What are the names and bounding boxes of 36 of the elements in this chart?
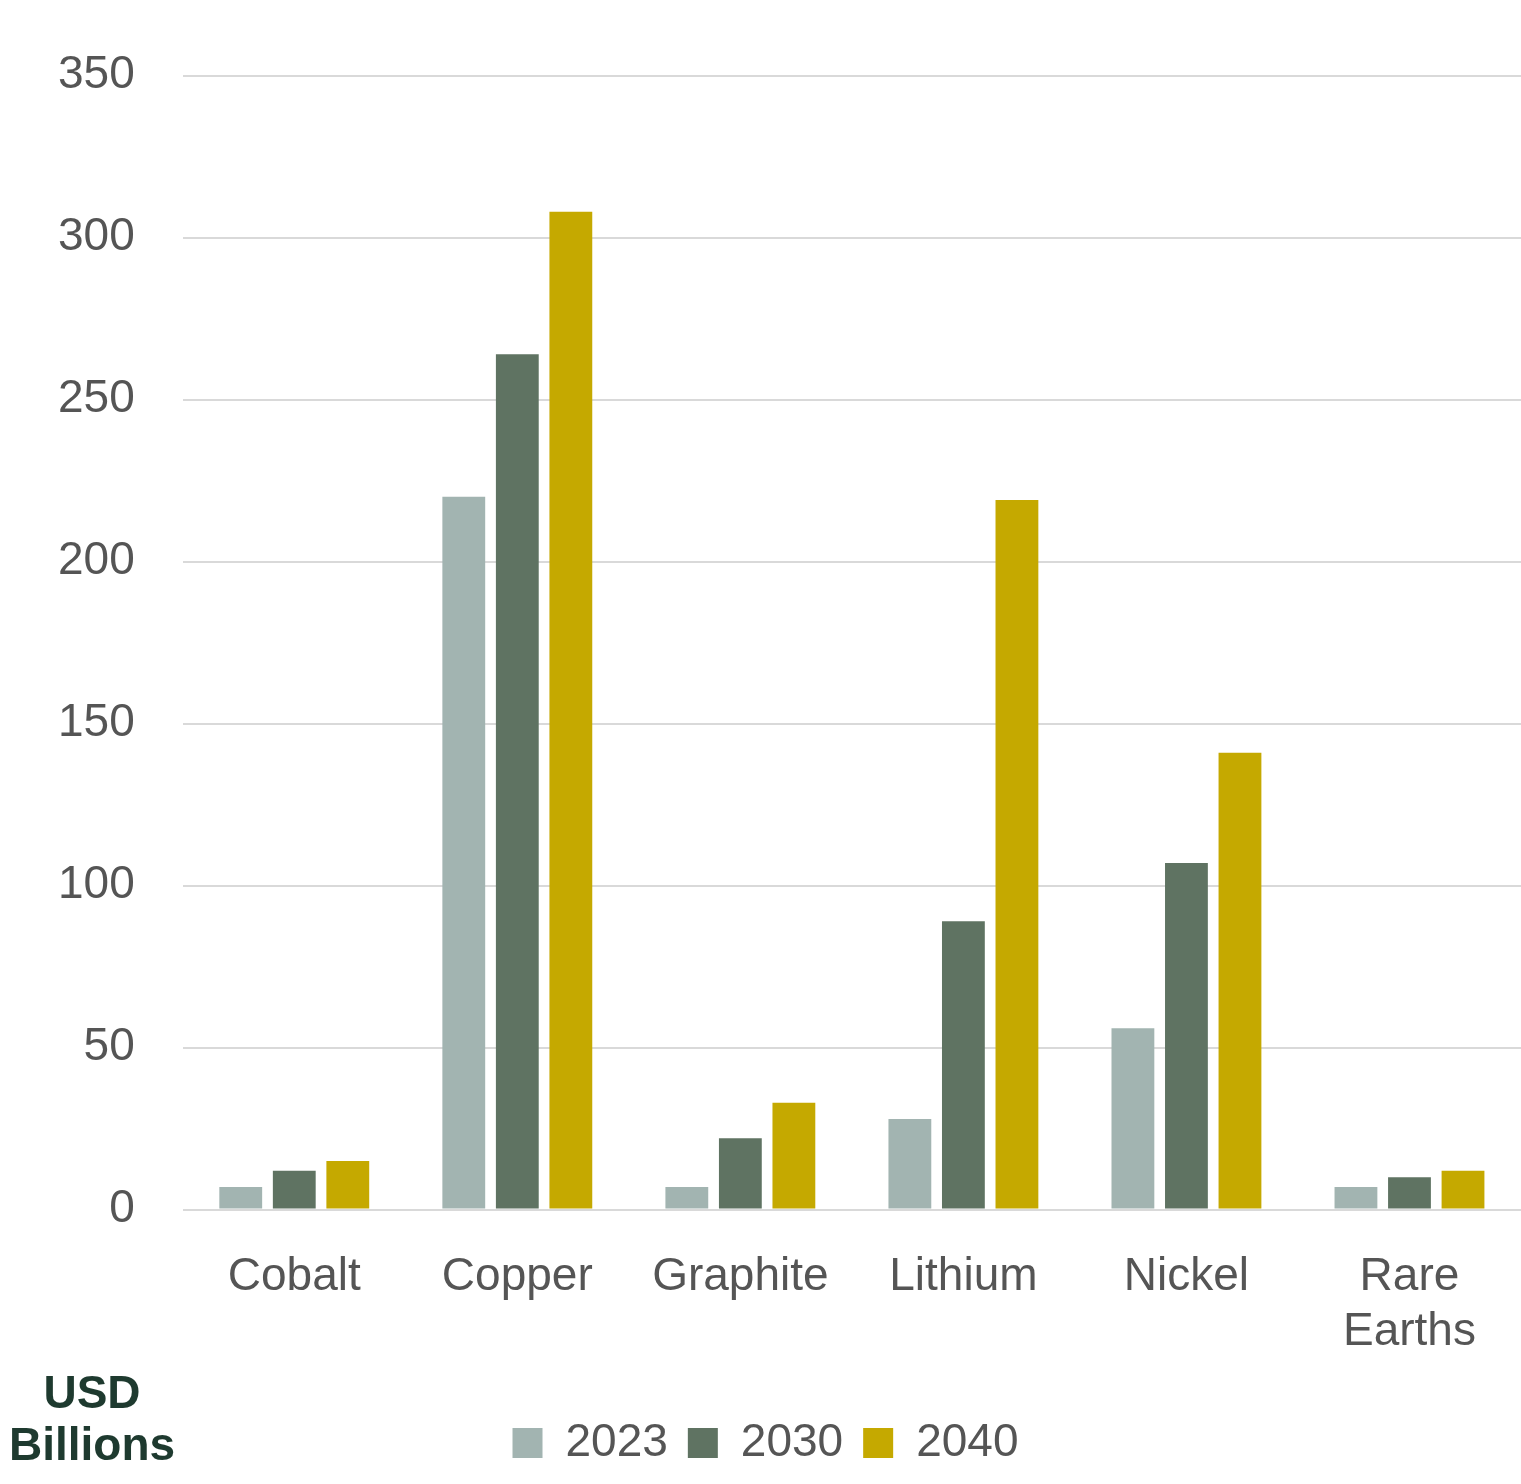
y-tick-label: 300 [58, 208, 135, 261]
legend-label: 2030 [740, 1413, 844, 1466]
y-tick-label: 50 [83, 1018, 135, 1071]
y-axis-title: USD Billions [8, 1365, 176, 1470]
y-tick-label: 200 [58, 532, 135, 585]
bar [1218, 752, 1262, 1209]
bar [1111, 1028, 1155, 1209]
bar [1165, 862, 1208, 1209]
x-tick-label: Rare Earths [1343, 1247, 1476, 1356]
bar [665, 1186, 709, 1209]
bar [1388, 1177, 1431, 1209]
y-tick-label: 350 [58, 46, 135, 99]
x-tick-label: Graphite [652, 1247, 829, 1300]
bar [272, 1170, 316, 1209]
x-tick-label: Lithium [889, 1247, 1038, 1300]
bar [718, 1138, 762, 1209]
bar [495, 354, 539, 1209]
bar [772, 1102, 816, 1209]
y-tick-label: 100 [58, 856, 135, 909]
x-tick-label: Nickel [1123, 1247, 1250, 1300]
bar [549, 211, 593, 1209]
y-tick-label: 150 [58, 694, 135, 747]
bar [995, 500, 1039, 1209]
legend-label: 2040 [916, 1413, 1019, 1466]
bar [1441, 1170, 1485, 1209]
y-tick-label: 250 [58, 370, 135, 423]
bar [941, 921, 985, 1209]
bar [219, 1186, 263, 1209]
bar [326, 1161, 370, 1209]
legend-label: 2023 [565, 1413, 668, 1466]
y-tick-label: 0 [109, 1180, 135, 1233]
bar [442, 496, 486, 1209]
bar [888, 1118, 932, 1209]
x-tick-label: Copper [441, 1247, 593, 1300]
x-tick-label: Cobalt [227, 1247, 361, 1300]
bar [1334, 1186, 1378, 1209]
